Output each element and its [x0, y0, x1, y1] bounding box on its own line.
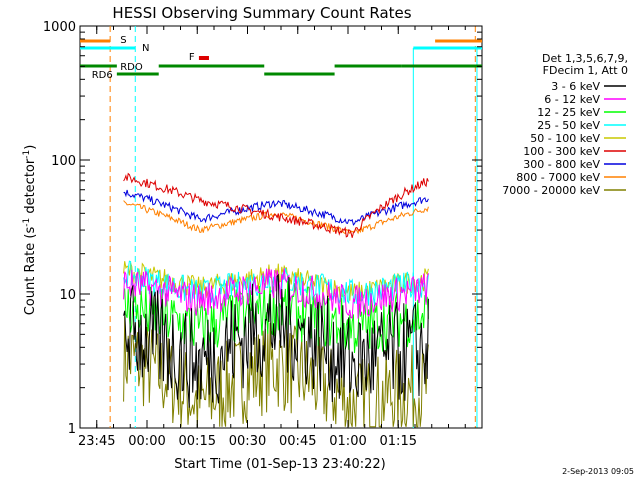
flag-label-n: N	[142, 43, 149, 54]
legend-entry-label: 7000 - 20000 keV	[502, 184, 600, 197]
x-tick-label: 00:00	[128, 434, 165, 449]
x-tick-label: 00:30	[229, 434, 266, 449]
x-tick-label: 00:45	[279, 434, 316, 449]
flag-label-rd6: RD6	[92, 70, 113, 81]
y-axis-label: Count Rate (s-1 detector-1)	[22, 145, 38, 316]
legend-entry-label: 3 - 6 keV	[551, 80, 600, 93]
x-tick-label: 23:45	[78, 434, 115, 449]
legend: Det 1,3,5,6,7,9,FDecim 1, Att 0 3 - 6 keV…	[502, 52, 628, 197]
x-tick-label: 00:15	[179, 434, 216, 449]
legend-entry-label: 50 - 100 keV	[530, 132, 600, 145]
legend-entry-label: 12 - 25 keV	[537, 106, 600, 119]
legend-header: FDecim 1, Att 0	[543, 64, 628, 77]
series-line	[123, 172, 429, 238]
flag-label-s: S	[120, 35, 126, 46]
series-line	[123, 316, 429, 428]
legend-entry-label: 800 - 7000 keV	[516, 171, 600, 184]
chart-title: HESSI Observing Summary Count Rates	[112, 4, 411, 22]
flag-layer: S N F RDO RD6	[80, 26, 482, 428]
y-tick-label: 10	[59, 288, 76, 303]
x-tick-label: 01:15	[380, 434, 417, 449]
y-tick-label: 100	[51, 154, 76, 169]
legend-entry-label: 25 - 50 keV	[537, 119, 600, 132]
x-axis-label: Start Time (01-Sep-13 23:40:22)	[174, 457, 385, 472]
legend-entry-label: 6 - 12 keV	[544, 93, 600, 106]
axis-layer: 1 10 100 1000 23:45 00:00 00:15 00:30 00:45 01:00…	[43, 20, 483, 449]
series-line	[123, 268, 429, 319]
x-tick-label: 01:00	[329, 434, 366, 449]
footer-timestamp: 2-Sep-2013 09:05	[562, 467, 634, 476]
series-line	[123, 273, 429, 408]
y-tick-label: 1	[68, 422, 76, 437]
legend-entry-label: 300 - 800 keV	[523, 158, 600, 171]
series-line	[123, 189, 429, 226]
legend-entry-label: 100 - 300 keV	[523, 145, 600, 158]
series-layer	[123, 172, 429, 428]
y-tick-label: 1000	[43, 20, 76, 35]
flag-label-f: F	[189, 52, 195, 63]
legend-header: Det 1,3,5,6,7,9,	[542, 52, 628, 65]
flag-label-rdo: RDO	[120, 62, 143, 73]
